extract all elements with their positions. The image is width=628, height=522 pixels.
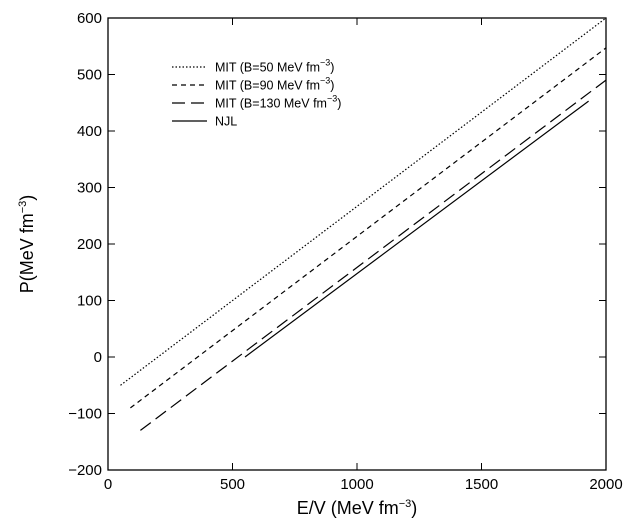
series-line-4 bbox=[244, 100, 589, 358]
y-tick-label: 400 bbox=[77, 123, 102, 140]
legend: MIT (B=50 MeV fm−3)MIT (B=90 MeV fm−3)MI… bbox=[172, 58, 341, 129]
legend-label-3: MIT (B=130 MeV fm−3) bbox=[215, 94, 341, 111]
y-tick-label: 500 bbox=[77, 67, 102, 84]
y-tick-label: 600 bbox=[77, 10, 102, 27]
series-lines bbox=[120, 17, 607, 431]
x-tick-label: 500 bbox=[220, 476, 245, 493]
x-axis-label-exponent: −3 bbox=[399, 498, 412, 510]
plot-frame bbox=[107, 17, 607, 471]
legend-label-2: MIT (B=90 MeV fm−3) bbox=[215, 76, 334, 93]
y-tick-label: −100 bbox=[68, 406, 102, 423]
x-tick-label: 1500 bbox=[465, 476, 498, 493]
series-line-1 bbox=[120, 17, 607, 386]
y-tick-label: −200 bbox=[68, 462, 102, 479]
legend-label-4: NJL bbox=[215, 115, 237, 129]
series-line-2 bbox=[130, 47, 607, 409]
y-tick-label: 100 bbox=[77, 293, 102, 310]
legend-label-1: MIT (B=50 MeV fm−3) bbox=[215, 58, 334, 75]
axis-ticks: 0 500 1000 1500 2000 −200 −100 0 100 200 300 400 500… bbox=[68, 10, 622, 493]
y-axis-label: P(MeV fm−3) bbox=[17, 195, 37, 294]
x-tick-label: 1000 bbox=[340, 476, 373, 493]
x-tick-label: 2000 bbox=[589, 476, 622, 493]
x-tick-label: 0 bbox=[104, 476, 112, 493]
series-line-3 bbox=[140, 79, 607, 431]
x-axis-label: E/V (MeV fm−3) bbox=[297, 498, 418, 518]
y-tick-label: 0 bbox=[94, 349, 102, 366]
y-tick-label: 300 bbox=[77, 180, 102, 197]
y-axis-label-exponent: −3 bbox=[17, 201, 29, 214]
y-tick-label: 200 bbox=[77, 236, 102, 253]
